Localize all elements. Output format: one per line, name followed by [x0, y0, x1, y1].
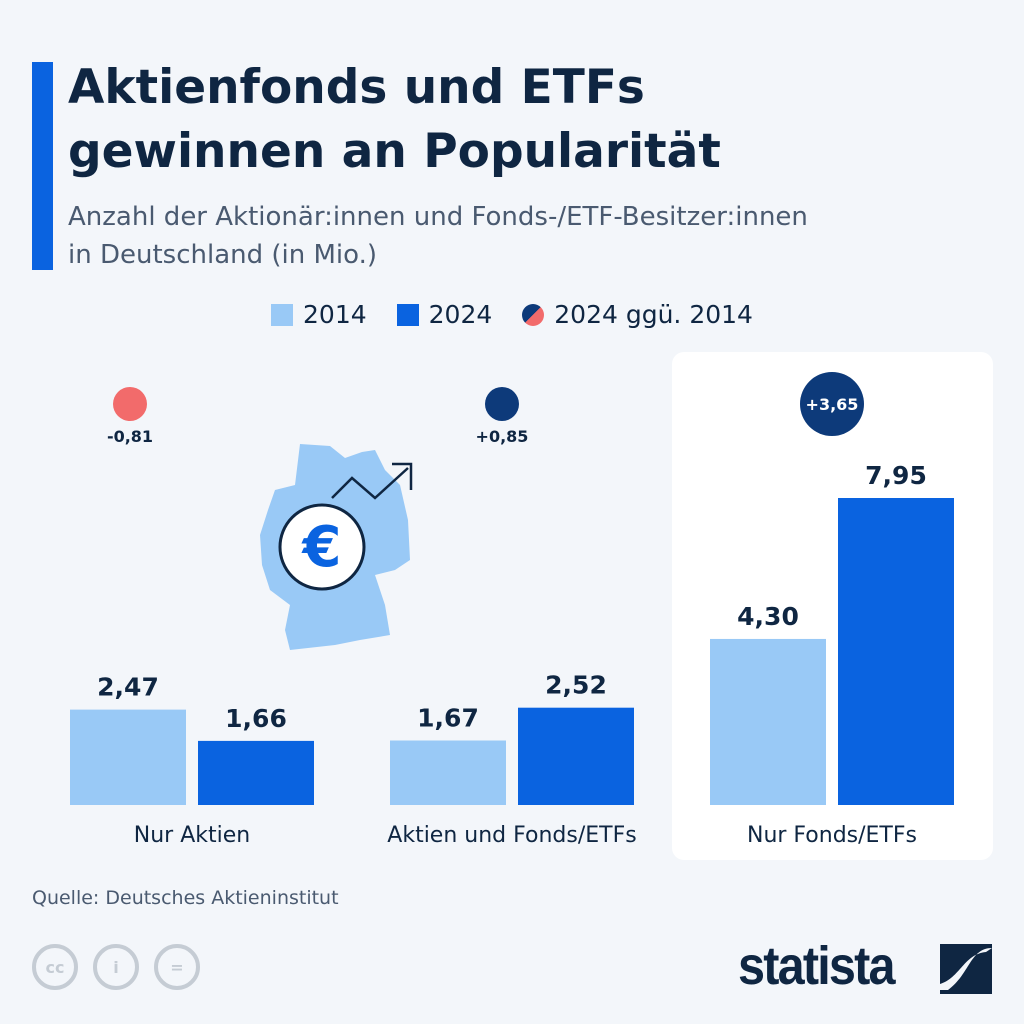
legend-label: 2014: [303, 300, 367, 329]
title-line-1: Aktienfonds und ETFs: [68, 60, 645, 115]
data-label: 2,52: [545, 671, 607, 700]
bar-2024: [518, 707, 634, 805]
title-line-2: gewinnen an Popularität: [68, 124, 721, 179]
bar-2014: [710, 638, 826, 805]
legend-swatch: [522, 303, 545, 326]
legend-swatch: [396, 303, 419, 326]
change-label: -0,81: [107, 427, 153, 446]
legend: 2014 2024 2024 ggü. 2014: [0, 300, 1024, 329]
data-label: 1,67: [417, 704, 479, 733]
legend-item-change: 2024 ggü. 2014: [522, 300, 753, 329]
change-marker: [485, 387, 519, 421]
data-label: 7,95: [865, 461, 927, 490]
legend-label: 2024 ggü. 2014: [554, 300, 753, 329]
statista-logo-mark-icon: [940, 944, 992, 994]
accent-bar: [32, 62, 53, 270]
bar-2024: [838, 498, 954, 805]
attribution-icon: i: [93, 944, 139, 990]
source-note: Quelle: Deutsches Aktieninstitut: [32, 887, 339, 909]
subtitle-line-1: Anzahl der Aktionär:innen und Fonds-/ETF…: [68, 202, 808, 232]
statista-logo: statista: [738, 936, 896, 996]
germany-euro-illustration: €: [260, 444, 413, 650]
change-marker: [113, 387, 147, 421]
euro-coin-icon: [278, 503, 366, 591]
change-marker: [800, 372, 864, 436]
bar-2024: [198, 740, 314, 805]
cc-icon: cc: [32, 944, 78, 990]
subtitle-line-2: in Deutschland (in Mio.): [68, 240, 378, 270]
change-label: +0,85: [476, 427, 529, 446]
legend-item-2014: 2014: [271, 300, 367, 329]
svg-text:€: €: [301, 515, 342, 580]
category-label: Aktien und Fonds/ETFs: [387, 823, 636, 848]
legend-item-2024: 2024: [396, 300, 493, 329]
category-label: Nur Aktien: [134, 823, 250, 848]
data-label: 4,30: [737, 602, 799, 631]
trend-arrow-icon: [331, 462, 413, 500]
category-label: Nur Fonds/ETFs: [747, 823, 917, 848]
change-label: +3,65: [806, 395, 859, 414]
data-label: 1,66: [225, 704, 287, 733]
bar-2014: [390, 740, 506, 805]
bar-2014: [70, 709, 186, 805]
legend-label: 2024: [428, 300, 493, 329]
data-label: 2,47: [97, 673, 159, 702]
legend-swatch: [271, 303, 294, 326]
no-derivatives-icon: =: [154, 944, 200, 990]
chart-subtitle: Anzahl der Aktionär:innen und Fonds-/ETF…: [68, 198, 808, 274]
chart-title: Aktienfonds und ETFs gewinnen an Popular…: [68, 56, 721, 184]
